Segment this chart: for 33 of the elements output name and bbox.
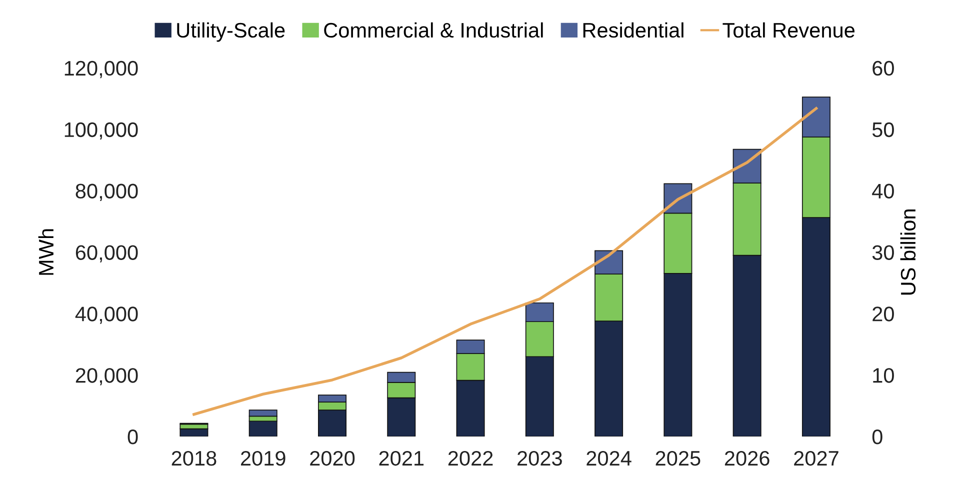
y2-tick-label: 30 <box>872 245 894 260</box>
x-tick-label: 2022 <box>448 450 493 466</box>
y2-tick-label: 50 <box>872 122 894 138</box>
x-tick-label: 2020 <box>310 450 355 466</box>
y-tick-label: 120,000 <box>64 60 138 78</box>
legend-label: Total Revenue <box>722 22 855 38</box>
x-tick-label: 2024 <box>586 450 632 466</box>
x-tick-label: 2018 <box>172 450 216 466</box>
y-tick-label: 20,000 <box>76 368 138 386</box>
y2-tick-label: 0 <box>872 430 882 444</box>
legend-label: Utility-Scale <box>177 22 285 42</box>
y2-tick-label: 60 <box>872 60 894 76</box>
x-tick-label: 2021 <box>379 450 424 466</box>
line-series <box>192 107 818 416</box>
legend-label: Residential <box>583 22 684 38</box>
y-tick-label: 60,000 <box>76 245 138 262</box>
x-tick-label: 2027 <box>794 450 838 466</box>
y2-tick-label: 40 <box>872 184 894 199</box>
y2-tick-label: 10 <box>873 368 894 383</box>
y-tick-label: 40,000 <box>75 306 138 324</box>
legend-label: Commercial & Industrial <box>324 22 543 38</box>
bar <box>248 420 278 436</box>
x-tick-label: 2026 <box>724 450 770 466</box>
y-tick-label: 80,000 <box>76 184 138 201</box>
y-tick-label: 100,000 <box>64 122 138 140</box>
x-tick-label: 2025 <box>656 450 700 466</box>
y-tick-label: 0 <box>128 430 138 444</box>
y2-tick-label: 20 <box>872 306 894 322</box>
y2-axis-title: US billion <box>900 210 916 295</box>
x-tick-label: 2019 <box>240 450 286 466</box>
y-axis-title: MWh <box>38 229 54 275</box>
bar <box>180 428 208 436</box>
x-tick-label: 2023 <box>518 450 562 466</box>
